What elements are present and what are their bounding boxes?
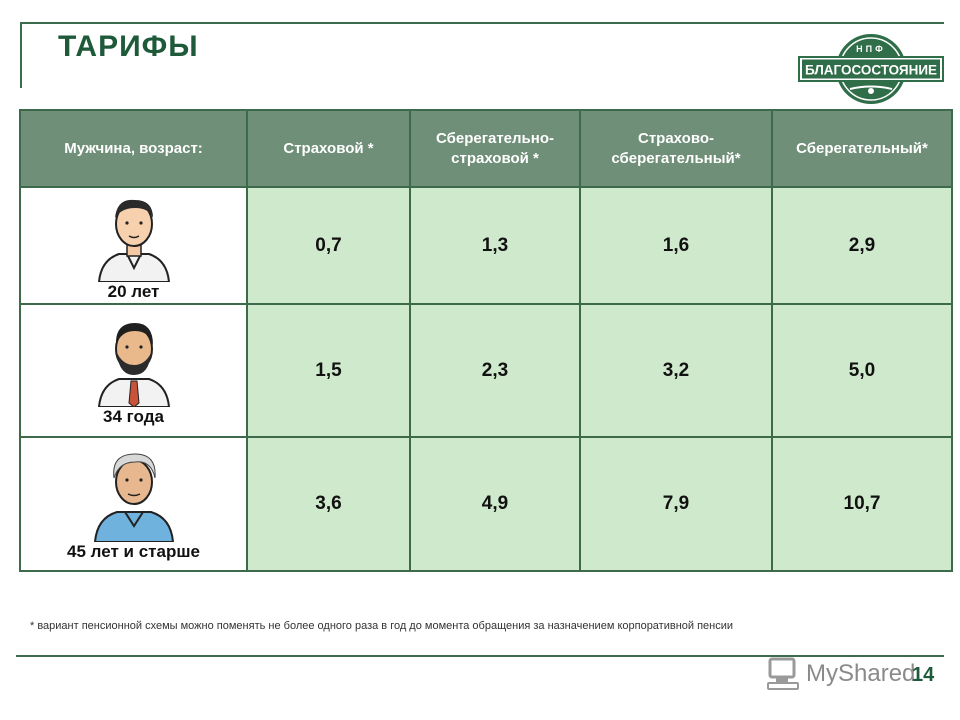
value-cell: 7,9 <box>579 436 773 572</box>
older-man-icon <box>93 453 174 542</box>
page-number: 14 <box>912 664 935 686</box>
age-label: 34 года <box>103 406 164 426</box>
left-rule <box>20 22 22 88</box>
age-label: 45 лет и старше <box>67 542 200 561</box>
age-label: 20 лет <box>107 281 160 301</box>
table-row: 34 года 1,5 2,3 3,2 5,0 <box>19 303 953 438</box>
value-cell: 2,3 <box>409 303 581 438</box>
value-cell: 1,5 <box>246 303 411 438</box>
col-header-insurance: Страховой * <box>246 109 411 188</box>
tariff-table: Мужчина, возраст: Страховой * Сберегател… <box>19 109 953 572</box>
value-cell: 3,6 <box>246 436 411 572</box>
col-header-savings: Сберегательный* <box>771 109 953 188</box>
footnote: * вариант пенсионной схемы можно поменят… <box>30 620 734 632</box>
page-title: ТАРИФЫ <box>58 30 199 63</box>
value-cell: 10,7 <box>771 436 953 572</box>
value-cell: 1,6 <box>579 186 773 305</box>
age-cell: 20 лет <box>19 186 248 305</box>
logo-top-text: НПФ <box>856 44 886 54</box>
value-cell: 0,7 <box>246 186 411 305</box>
age-cell: 45 лет и старше <box>19 436 248 572</box>
col-header-age: Мужчина, возраст: <box>19 109 248 188</box>
table-row: 20 лет 0,7 1,3 1,6 2,9 <box>19 186 953 305</box>
top-rule <box>20 22 944 24</box>
bearded-man-icon <box>97 322 170 407</box>
table-row: 45 лет и старше 3,6 4,9 7,9 10,7 <box>19 436 953 572</box>
value-cell: 2,9 <box>771 186 953 305</box>
value-cell: 3,2 <box>579 303 773 438</box>
col-header-savings-insurance: Сберегательно-страховой * <box>409 109 581 188</box>
age-cell: 34 года <box>19 303 248 438</box>
table-header-row: Мужчина, возраст: Страховой * Сберегател… <box>19 109 953 188</box>
watermark-text: MyShared <box>806 660 916 687</box>
logo-brand-text: БЛАГОСОСТОЯНИЕ <box>805 62 937 78</box>
bottom-rule <box>16 655 944 657</box>
npf-logo: НПФ БЛАГОСОСТОЯНИЕ <box>798 34 944 104</box>
young-man-icon <box>97 199 170 282</box>
watermark-icon <box>767 657 799 690</box>
value-cell: 5,0 <box>771 303 953 438</box>
value-cell: 4,9 <box>409 436 581 572</box>
col-header-insurance-savings: Страхово-сберегательный* <box>579 109 773 188</box>
value-cell: 1,3 <box>409 186 581 305</box>
